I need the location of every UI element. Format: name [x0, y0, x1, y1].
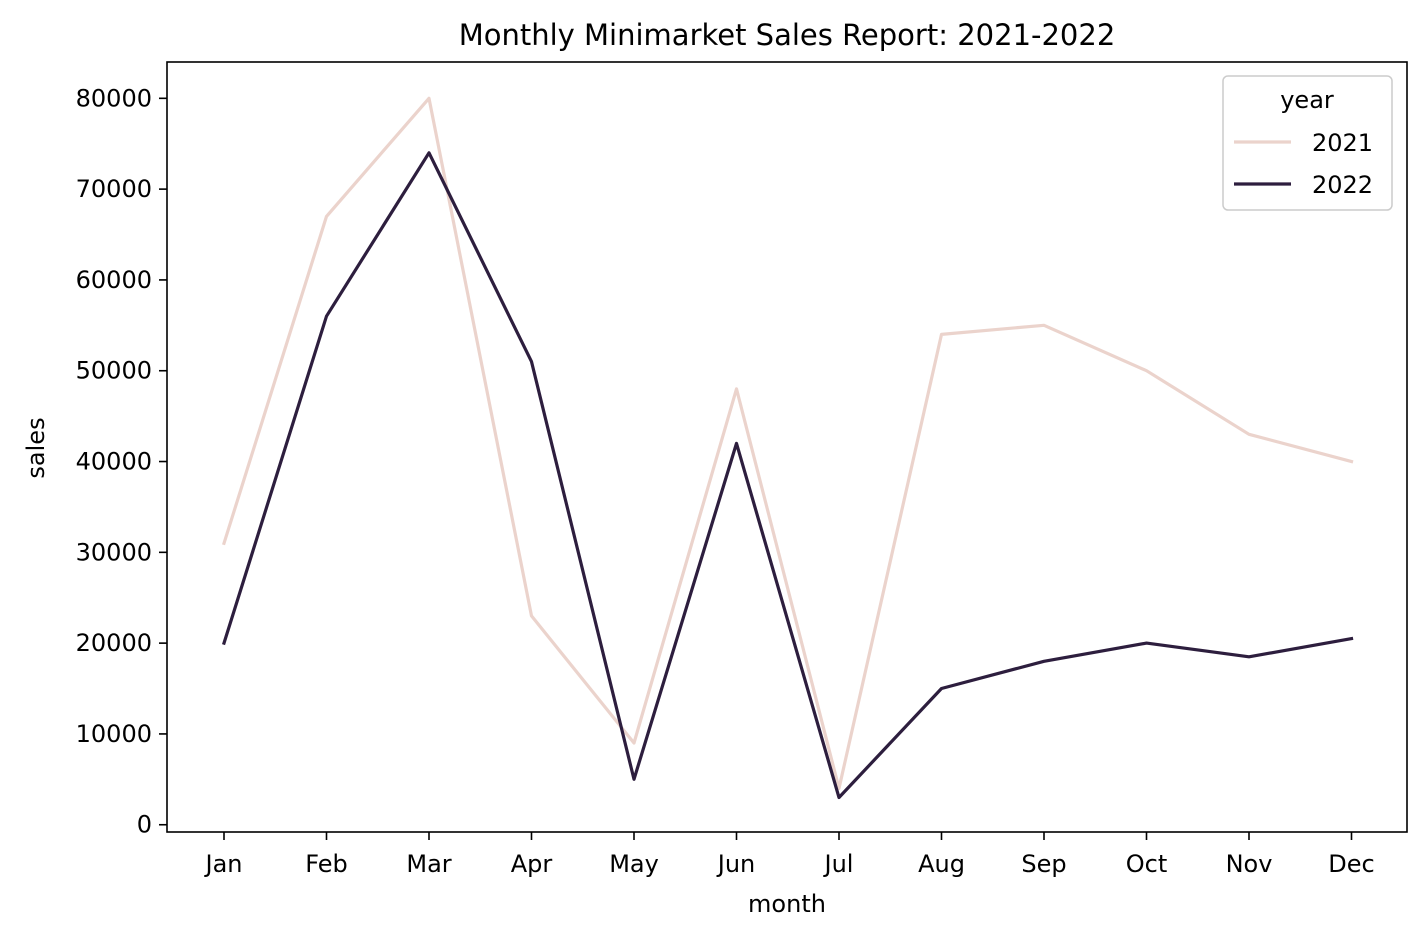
- legend: year 2021 2022: [1222, 75, 1393, 211]
- series-line-2021: [221, 96, 1354, 791]
- y-tick-label: 60000: [76, 266, 152, 294]
- x-tick-label: Apr: [511, 850, 553, 878]
- y-tick-label: 20000: [76, 629, 152, 657]
- y-axis: 0 10000 20000 30000 40000 50000 60000 70000 8000…: [76, 84, 167, 839]
- x-axis-title: month: [748, 890, 826, 918]
- x-tick-label: Aug: [918, 850, 965, 878]
- x-tick-label: Nov: [1226, 850, 1273, 878]
- y-tick-label: 70000: [76, 175, 152, 203]
- y-axis-title: sales: [22, 417, 50, 478]
- x-tick-label: Jun: [716, 850, 756, 878]
- plot-frame: [166, 61, 1408, 833]
- legend-title: year: [1280, 86, 1334, 114]
- legend-label-2021: 2021: [1312, 129, 1373, 157]
- x-tick-label: Sep: [1021, 850, 1066, 878]
- legend-label-2022: 2022: [1312, 171, 1373, 199]
- x-axis: Jan Feb Mar Apr May Jun Jul Aug Sep Oct Nov Dec: [204, 832, 1375, 878]
- x-tick-label: Oct: [1126, 850, 1168, 878]
- x-tick-label: Mar: [406, 850, 451, 878]
- series-layer: [221, 96, 1354, 800]
- y-tick-label: 50000: [76, 357, 152, 385]
- y-tick-label: 80000: [76, 84, 152, 112]
- y-tick-label: 10000: [76, 720, 152, 748]
- y-tick-label: 0: [137, 811, 152, 839]
- x-tick-label: Jan: [204, 850, 243, 878]
- y-tick-label: 30000: [76, 538, 152, 566]
- series-line-2022: [221, 151, 1354, 800]
- x-tick-label: Jul: [823, 850, 854, 878]
- chart-title: Monthly Minimarket Sales Report: 2021-20…: [459, 18, 1116, 52]
- x-tick-label: Feb: [305, 850, 348, 878]
- x-tick-label: May: [609, 850, 659, 878]
- legend-box: [1222, 75, 1393, 211]
- x-tick-label: Dec: [1328, 850, 1374, 878]
- y-tick-label: 40000: [76, 448, 152, 476]
